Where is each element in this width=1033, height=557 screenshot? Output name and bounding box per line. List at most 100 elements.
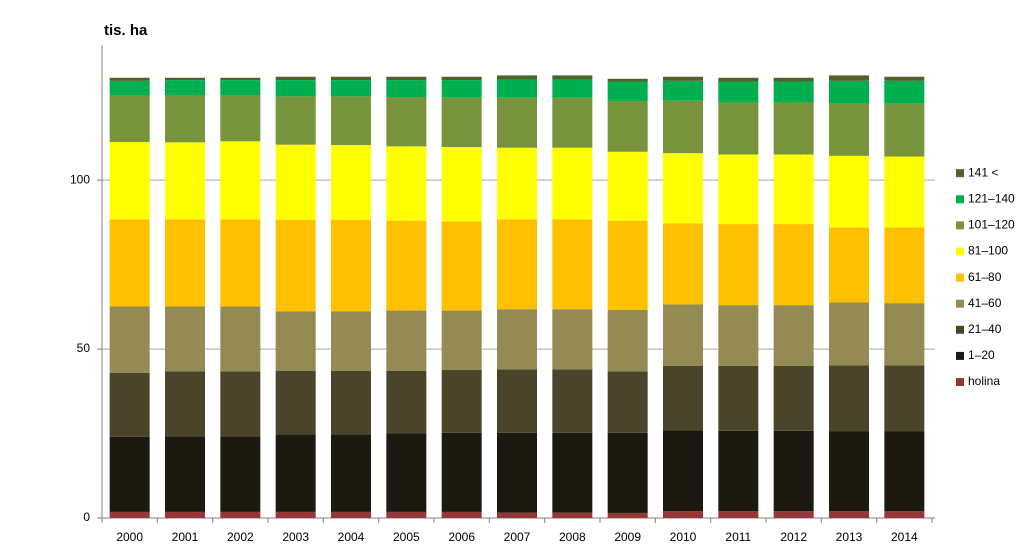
bar-segment: [718, 511, 759, 518]
bar-segment: [220, 95, 261, 142]
legend-label: 21–40: [968, 322, 1002, 336]
bar-segment: [663, 76, 703, 81]
bar-segment: [331, 434, 371, 512]
bar-segment: [331, 220, 371, 312]
bar-segment: [441, 80, 482, 98]
bar-segment: [607, 371, 648, 433]
x-tick-label: 2013: [836, 530, 863, 544]
bar-segment: [386, 97, 427, 147]
bar-segment: [441, 97, 482, 148]
bar-segment: [275, 311, 316, 371]
bar-segment: [220, 306, 261, 372]
bar-segment: [109, 95, 150, 142]
legend-label: 41–60: [968, 296, 1002, 310]
legend-swatch: [956, 221, 964, 230]
bar-segment: [552, 309, 593, 370]
bar-segment: [607, 220, 648, 310]
bar-segment: [165, 80, 205, 96]
x-tick-label: 2001: [172, 530, 199, 544]
bar-segment: [607, 512, 648, 518]
bar-segment: [829, 155, 869, 228]
bar-segment: [663, 511, 703, 518]
bar-segment: [884, 511, 925, 518]
legend-label: 121–140: [968, 191, 1015, 205]
bar-segment: [829, 75, 869, 81]
bar-segment: [607, 151, 648, 221]
bar-segment: [441, 221, 482, 311]
bar-segment: [884, 303, 925, 366]
bar-segment: [829, 511, 869, 518]
legend-label: 101–120: [968, 218, 1015, 232]
bar-segment: [718, 430, 759, 512]
legend-swatch: [956, 378, 964, 386]
bar-segment: [165, 95, 205, 143]
bar-segment: [497, 147, 537, 220]
bar-segment: [884, 80, 925, 104]
bar-segment: [552, 97, 593, 148]
bar-segment: [552, 75, 593, 80]
bar-segment: [884, 103, 925, 157]
bar-segment: [275, 144, 316, 221]
bar-segment: [607, 101, 648, 152]
bar-segment: [386, 433, 427, 512]
bar-segment: [275, 511, 316, 518]
bar-segment: [220, 511, 261, 518]
x-tick-label: 2006: [448, 530, 475, 544]
bar-segment: [884, 431, 925, 512]
bar-segment: [552, 147, 593, 220]
bar-segment: [220, 141, 261, 220]
bar-segment: [773, 77, 814, 82]
bar-segment: [331, 311, 371, 371]
bar-segment: [386, 220, 427, 311]
x-tick-label: 2011: [725, 530, 751, 544]
bar-segment: [109, 77, 150, 81]
bar-segment: [386, 80, 427, 98]
bar-segment: [497, 97, 537, 148]
bar-segment: [331, 145, 371, 221]
legend-label: 81–100: [968, 244, 1008, 258]
bar-segment: [109, 219, 150, 307]
bar-segment: [386, 370, 427, 434]
bar-segment: [607, 309, 648, 372]
legend-label: holina: [968, 374, 1000, 388]
bar-segment: [829, 431, 869, 512]
bar-segment: [773, 154, 814, 225]
legend-swatch: [956, 195, 964, 204]
bar-segment: [718, 154, 759, 225]
bar-segment: [718, 224, 759, 306]
legend-swatch: [956, 325, 964, 334]
bar-segment: [552, 512, 593, 518]
bar-segment: [663, 304, 703, 366]
bar-segment: [220, 371, 261, 437]
bar-segment: [884, 365, 925, 432]
legend-swatch: [956, 169, 964, 178]
bar-segment: [884, 156, 925, 228]
bar-segment: [386, 310, 427, 371]
bar-segment: [663, 365, 703, 431]
bar-segment: [331, 96, 371, 146]
bar-segment: [663, 80, 703, 101]
bar-segment: [220, 219, 261, 307]
bar-segment: [607, 81, 648, 102]
legend-swatch: [956, 299, 964, 308]
bar-segment: [552, 219, 593, 310]
bar-segment: [275, 96, 316, 145]
bar-segment: [884, 227, 925, 304]
bar-segment: [663, 153, 703, 224]
bar-segment: [441, 76, 482, 81]
bar-segment: [441, 310, 482, 371]
bar-segment: [607, 432, 648, 513]
bar-segment: [275, 220, 316, 312]
bar-segment: [109, 306, 150, 373]
bar-segment: [829, 103, 869, 156]
bar-segment: [386, 146, 427, 221]
x-tick-label: 2008: [559, 530, 586, 544]
bar-segment: [884, 76, 925, 81]
bar-segment: [773, 224, 814, 306]
bar-segment: [718, 365, 759, 431]
bar-segment: [773, 305, 814, 366]
bar-segment: [331, 511, 371, 518]
x-tick-label: 2003: [282, 530, 309, 544]
bar-segment: [497, 79, 537, 98]
